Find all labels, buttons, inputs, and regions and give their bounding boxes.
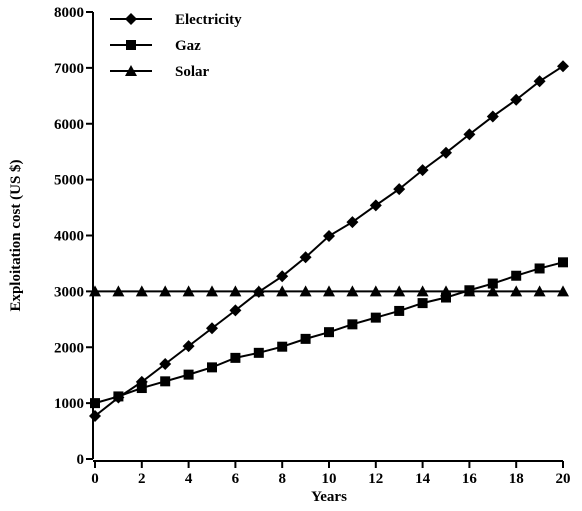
data-point [229, 285, 242, 297]
data-point [440, 285, 452, 297]
data-point [206, 285, 218, 297]
data-point [300, 333, 311, 344]
x-axis-label: Years [311, 489, 347, 505]
y-tick-label: 0 [77, 452, 85, 468]
data-point [277, 341, 288, 352]
data-point [276, 270, 289, 283]
data-point [369, 285, 382, 297]
data-point [276, 285, 289, 297]
data-point [534, 263, 545, 274]
x-tick-label: 14 [415, 471, 431, 487]
y-tick-label: 7000 [54, 61, 84, 77]
data-point [510, 93, 523, 106]
data-point [557, 285, 569, 297]
data-point [370, 312, 381, 323]
legend-label: Solar [175, 64, 210, 80]
y-tick-label: 2000 [54, 340, 84, 356]
y-tick-label: 1000 [54, 396, 84, 412]
data-point [557, 60, 569, 73]
data-point [112, 285, 125, 297]
data-point [159, 285, 172, 297]
legend-label: Electricity [175, 12, 242, 28]
data-point [252, 285, 265, 297]
data-point [324, 327, 334, 338]
x-tick-label: 16 [462, 471, 478, 487]
x-tick-label: 12 [368, 471, 383, 487]
x-tick-label: 10 [322, 471, 337, 487]
data-point [416, 285, 429, 297]
data-point [136, 383, 147, 394]
data-point [183, 369, 194, 380]
data-point [393, 183, 406, 196]
data-point [533, 285, 546, 297]
y-axis-label: Exploitation cost (US $) [8, 159, 24, 311]
data-point [253, 347, 264, 358]
data-point [347, 319, 358, 330]
data-point [558, 257, 568, 268]
data-point [416, 164, 429, 177]
x-tick-label: 20 [556, 471, 571, 487]
y-tick-label: 8000 [54, 5, 84, 21]
data-point [229, 304, 242, 317]
data-point [369, 199, 382, 212]
data-point [299, 285, 312, 297]
data-point [486, 285, 499, 297]
legend-label: Gaz [175, 38, 201, 54]
data-point [89, 285, 101, 297]
data-point [533, 75, 546, 88]
x-tick-label: 0 [91, 471, 99, 487]
data-point [487, 278, 498, 289]
data-point [440, 146, 452, 159]
x-tick-label: 8 [278, 471, 286, 487]
data-point [417, 298, 428, 309]
data-point [463, 285, 476, 297]
data-point [510, 285, 523, 297]
data-point [486, 110, 499, 123]
y-tick-label: 5000 [54, 173, 84, 189]
data-point [206, 322, 218, 335]
data-point [135, 285, 148, 297]
x-tick-label: 2 [138, 471, 146, 487]
data-point [299, 251, 312, 264]
data-point [463, 128, 476, 141]
data-point [346, 216, 359, 229]
data-point [159, 358, 172, 371]
data-point [160, 376, 171, 387]
legend-marker [126, 40, 136, 50]
data-point [89, 409, 101, 422]
data-point [113, 391, 124, 402]
legend-marker [125, 65, 137, 76]
data-point [393, 285, 406, 297]
data-point [394, 305, 405, 316]
y-tick-label: 3000 [54, 284, 84, 300]
legend-marker [125, 13, 137, 25]
x-tick-label: 6 [232, 471, 240, 487]
data-point [323, 285, 335, 297]
y-tick-label: 6000 [54, 117, 84, 133]
data-point [511, 270, 522, 281]
data-point [230, 352, 241, 363]
data-point [441, 292, 451, 303]
data-point [346, 285, 359, 297]
x-tick-label: 18 [509, 471, 524, 487]
data-point [182, 340, 195, 353]
data-point [323, 230, 335, 243]
y-tick-label: 4000 [54, 229, 84, 245]
data-point [182, 285, 195, 297]
data-point [90, 398, 100, 409]
data-point [207, 362, 217, 373]
x-tick-label: 4 [185, 471, 193, 487]
